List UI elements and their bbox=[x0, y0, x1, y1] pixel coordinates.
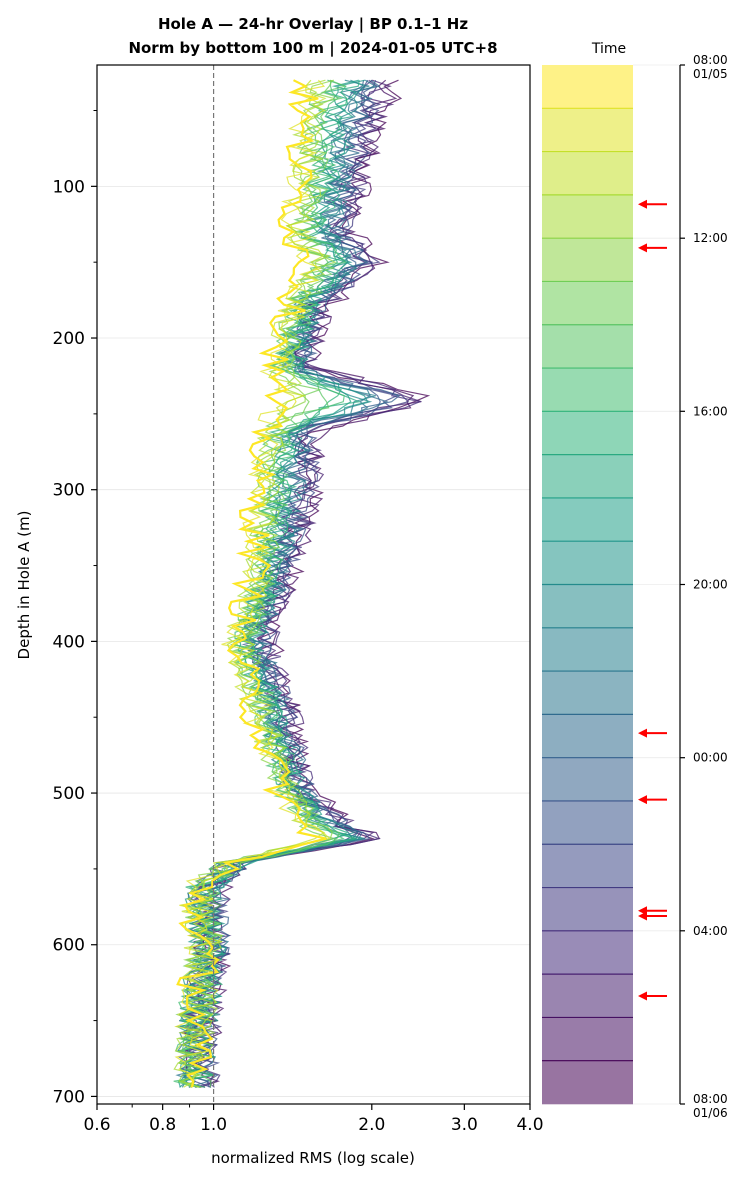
colorbar-band bbox=[542, 1060, 633, 1105]
colorbar-band bbox=[542, 714, 633, 758]
event-arrow-head bbox=[638, 795, 647, 805]
event-arrows bbox=[638, 199, 667, 1001]
y-tick-label: 500 bbox=[53, 784, 85, 804]
colorbar-band bbox=[542, 454, 633, 499]
y-axis: 100 200 300 400 500 600 700 bbox=[53, 110, 97, 1107]
colorbar-tick-date: 01/05 bbox=[693, 67, 728, 81]
colorbar-axis: 08:0001/0512:0016:0020:0000:0004:0008:00… bbox=[679, 53, 728, 1120]
colorbar-tick-label: 12:00 bbox=[693, 231, 728, 245]
colorbar-tick-label: 16:00 bbox=[693, 404, 728, 418]
colorbar-band bbox=[542, 974, 633, 1018]
series-line-1 bbox=[176, 79, 327, 1088]
colorbar-band bbox=[542, 844, 633, 888]
event-arrow-head bbox=[638, 199, 647, 209]
colorbar-band bbox=[542, 887, 633, 932]
x-axis-label: normalized RMS (log scale) bbox=[211, 1149, 415, 1167]
event-arrow-head bbox=[638, 728, 647, 738]
x-axis: 0.6 0.8 1.0 2.0 3.0 4.0 bbox=[83, 1104, 544, 1135]
colorbar-tick-label: 04:00 bbox=[693, 924, 728, 938]
colorbar-band bbox=[542, 671, 633, 715]
event-arrow-head bbox=[638, 911, 647, 921]
x-tick-label: 1.0 bbox=[200, 1115, 227, 1135]
colorbar-band bbox=[542, 584, 633, 629]
event-arrow-head bbox=[638, 243, 647, 253]
chart-subtitle: Norm by bottom 100 m | 2024-01-05 UTC+8 bbox=[128, 39, 497, 58]
y-axis-label: Depth in Hole A (m) bbox=[15, 511, 33, 660]
x-tick-label: 0.6 bbox=[83, 1115, 110, 1135]
colorbar-tick-label: 08:00 bbox=[693, 53, 728, 67]
colorbar-band bbox=[542, 324, 633, 369]
series-line-17 bbox=[180, 80, 401, 1088]
colorbar-band bbox=[542, 800, 633, 845]
plot-frame bbox=[96, 64, 531, 1105]
colorbar bbox=[542, 64, 680, 1105]
y-tick-label: 100 bbox=[53, 177, 85, 197]
y-tick-label: 200 bbox=[53, 329, 85, 349]
colorbar-band bbox=[542, 108, 633, 152]
series-line-11 bbox=[175, 79, 359, 1088]
x-tick-label: 3.0 bbox=[451, 1115, 478, 1135]
y-tick-label: 600 bbox=[53, 936, 85, 956]
colorbar-band bbox=[542, 930, 633, 975]
x-tick-label: 0.8 bbox=[149, 1115, 176, 1135]
x-tick-label: 2.0 bbox=[358, 1115, 385, 1135]
event-arrow-head bbox=[638, 991, 647, 1001]
colorbar-band bbox=[542, 627, 633, 672]
y-tick-label: 300 bbox=[53, 481, 85, 501]
colorbar-tick-label: 20:00 bbox=[693, 578, 728, 592]
y-tick-label: 700 bbox=[53, 1087, 85, 1107]
colorbar-tick-date: 01/06 bbox=[693, 1106, 728, 1120]
colorbar-band bbox=[542, 1017, 633, 1062]
colorbar-band bbox=[542, 281, 633, 326]
colorbar-band bbox=[542, 757, 633, 802]
colorbar-tick-label: 00:00 bbox=[693, 751, 728, 765]
colorbar-band bbox=[542, 238, 633, 282]
colorbar-band bbox=[542, 368, 633, 412]
colorbar-band bbox=[542, 151, 633, 196]
x-tick-label: 4.0 bbox=[516, 1115, 543, 1135]
colorbar-title: Time bbox=[591, 41, 626, 57]
chart-title: Hole A — 24-hr Overlay | BP 0.1–1 Hz bbox=[158, 15, 468, 34]
colorbar-band bbox=[542, 497, 633, 542]
colorbar-band bbox=[542, 65, 633, 109]
colorbar-band bbox=[542, 541, 633, 585]
series-lines bbox=[173, 79, 431, 1088]
colorbar-band bbox=[542, 411, 633, 455]
colorbar-tick-label: 08:00 bbox=[693, 1092, 728, 1106]
colorbar-band bbox=[542, 194, 633, 239]
y-tick-label: 400 bbox=[53, 632, 85, 652]
series-line-3 bbox=[178, 79, 327, 1088]
